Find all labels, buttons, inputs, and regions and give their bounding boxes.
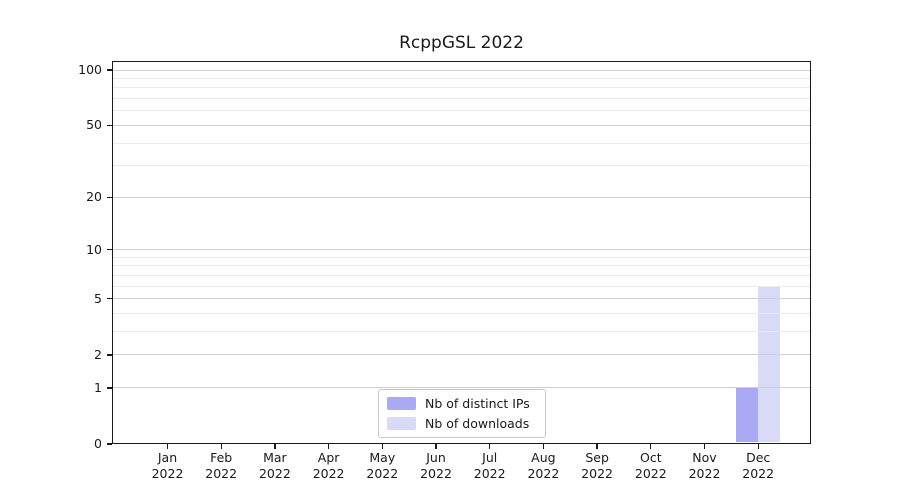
major-gridline (113, 196, 810, 198)
major-gridline (113, 354, 810, 356)
bar-downloads (757, 285, 780, 442)
y-tick-label: 5 (94, 290, 102, 306)
plot-area (112, 61, 811, 444)
minor-gridline (113, 274, 810, 276)
minor-gridline (113, 256, 810, 258)
legend-swatch-downloads (387, 417, 416, 430)
y-tick-label: 10 (86, 241, 102, 257)
y-tick-mark (107, 196, 112, 198)
x-tick-mark (435, 444, 437, 449)
y-tick-mark (107, 354, 112, 356)
x-tick-mark (757, 444, 759, 449)
x-tick-label: Jul 2022 (473, 450, 506, 481)
minor-gridline (113, 331, 810, 333)
major-gridline (113, 69, 810, 71)
x-tick-label: Sep 2022 (581, 450, 613, 481)
x-tick-mark (381, 444, 383, 449)
legend-swatch-distinct-ips (387, 397, 416, 410)
y-tick-label: 50 (86, 117, 102, 133)
x-tick-mark (650, 444, 652, 449)
legend-entry-downloads: Nb of downloads (387, 416, 545, 431)
minor-gridline (113, 285, 810, 287)
legend-entry-distinct-ips: Nb of distinct IPs (387, 396, 545, 411)
minor-gridline (113, 142, 810, 144)
minor-gridline (113, 165, 810, 167)
major-gridline (113, 298, 810, 300)
x-tick-mark (703, 444, 706, 449)
y-tick-label: 2 (94, 346, 102, 362)
legend: Nb of distinct IPs Nb of downloads (378, 389, 546, 438)
legend-label-downloads: Nb of downloads (425, 416, 530, 431)
legend-label-distinct-ips: Nb of distinct IPs (425, 396, 530, 411)
x-tick-mark (327, 444, 330, 449)
x-tick-label: Apr 2022 (312, 450, 345, 481)
y-tick-mark (107, 298, 112, 300)
x-tick-label: Jun 2022 (420, 450, 452, 481)
y-tick-mark (107, 248, 112, 251)
x-tick-label: Dec 2022 (742, 450, 775, 481)
minor-gridline (113, 77, 810, 79)
y-tick-mark (107, 443, 112, 445)
chart-title: RcppGSL 2022 (399, 33, 524, 53)
major-gridline (113, 387, 810, 389)
major-gridline (113, 249, 810, 251)
y-tick-mark (107, 69, 112, 71)
major-gridline (113, 124, 810, 126)
x-tick-label: Jan 2022 (151, 450, 184, 481)
y-tick-label: 0 (94, 436, 102, 451)
y-tick-label: 20 (86, 189, 102, 205)
x-tick-mark (274, 444, 276, 449)
y-tick-mark (107, 387, 112, 389)
minor-gridline (113, 265, 810, 267)
x-tick-mark (166, 444, 169, 449)
x-tick-label: Nov 2022 (688, 450, 721, 481)
minor-gridline (113, 98, 810, 100)
x-tick-mark (542, 444, 545, 449)
minor-gridline (113, 110, 810, 112)
x-tick-mark (489, 444, 491, 449)
y-tick-mark (107, 124, 112, 127)
x-tick-label: Mar 2022 (258, 450, 291, 481)
x-tick-label: Aug 2022 (527, 450, 560, 481)
x-tick-mark (596, 444, 598, 449)
minor-gridline (113, 87, 810, 89)
bar-distinct-ips (735, 387, 758, 442)
x-tick-label: Feb 2022 (205, 450, 238, 481)
minor-gridline (113, 313, 810, 315)
y-tick-label: 1 (94, 379, 102, 395)
x-tick-label: May 2022 (366, 450, 399, 481)
y-tick-label: 100 (78, 62, 102, 77)
x-tick-label: Oct 2022 (634, 450, 667, 481)
x-tick-mark (220, 444, 222, 449)
